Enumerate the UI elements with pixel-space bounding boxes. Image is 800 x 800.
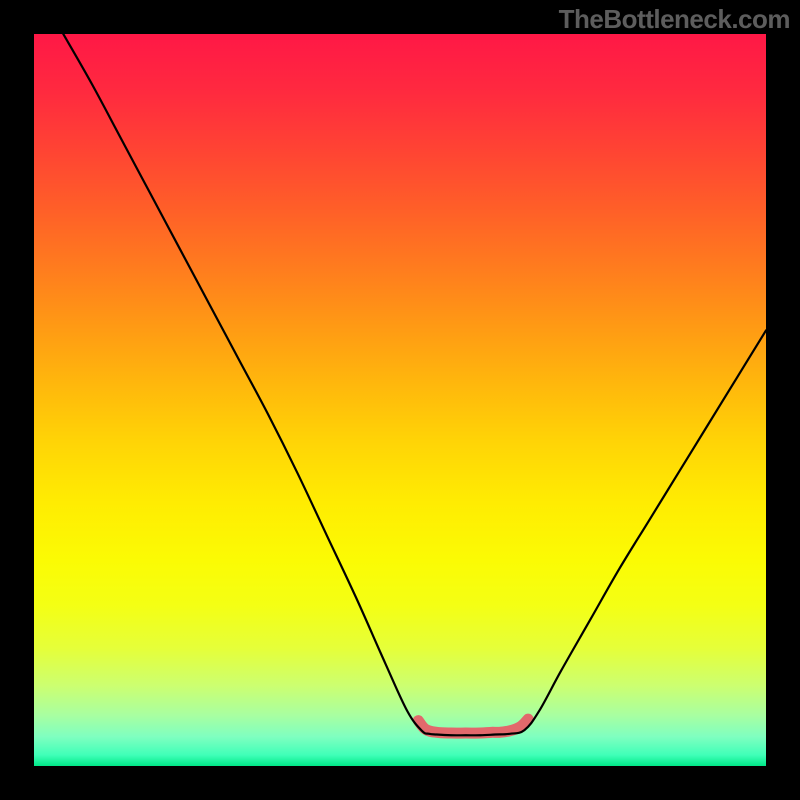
bottleneck-curve-chart (34, 34, 766, 766)
chart-container: TheBottleneck.com (0, 0, 800, 800)
watermark-text: TheBottleneck.com (559, 4, 790, 35)
plot-area (34, 34, 766, 766)
gradient-background (34, 34, 766, 766)
